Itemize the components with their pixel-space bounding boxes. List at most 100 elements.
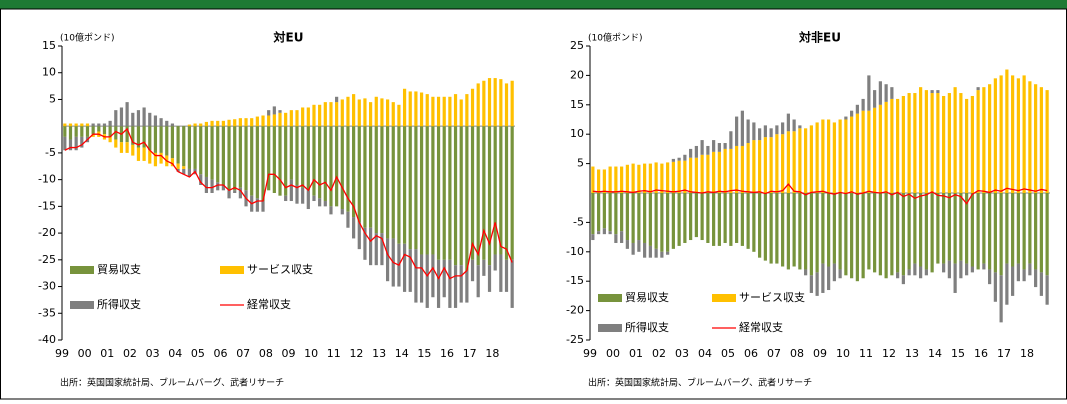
bar bbox=[608, 193, 612, 232]
bar bbox=[402, 243, 407, 292]
bar bbox=[712, 140, 716, 152]
bar bbox=[289, 179, 293, 202]
bar bbox=[677, 157, 681, 161]
bar bbox=[798, 128, 802, 193]
bar bbox=[329, 102, 333, 127]
bar bbox=[942, 193, 946, 264]
bar bbox=[267, 115, 271, 127]
bar bbox=[97, 126, 101, 132]
bar bbox=[244, 118, 248, 127]
bar bbox=[809, 193, 813, 276]
bar bbox=[827, 193, 831, 267]
bar bbox=[499, 126, 503, 255]
x-tick-label: 15 bbox=[417, 347, 431, 360]
bar bbox=[976, 193, 980, 270]
bar bbox=[476, 265, 480, 298]
bar bbox=[970, 266, 974, 273]
bar bbox=[487, 265, 492, 292]
bar bbox=[832, 263, 836, 282]
bar bbox=[988, 269, 992, 285]
bar bbox=[182, 168, 186, 175]
x-tick-label: 14 bbox=[928, 347, 942, 360]
bar bbox=[809, 125, 813, 193]
bar bbox=[873, 193, 877, 273]
bar bbox=[924, 193, 928, 270]
bar bbox=[261, 126, 265, 202]
x-tick-label: 14 bbox=[395, 347, 409, 360]
bar bbox=[131, 112, 135, 127]
y-tick-label: -15 bbox=[566, 274, 584, 287]
bar bbox=[476, 83, 480, 127]
bar bbox=[431, 126, 435, 255]
x-tick-label: 16 bbox=[974, 347, 988, 360]
bar bbox=[210, 179, 214, 193]
x-tick-label: 09 bbox=[813, 347, 827, 360]
legend-label: 所得収支 bbox=[97, 298, 141, 311]
bar bbox=[1016, 193, 1020, 264]
bar bbox=[631, 163, 635, 193]
bar bbox=[199, 174, 203, 185]
bar bbox=[982, 263, 986, 270]
bar bbox=[278, 112, 282, 127]
legend-label: 経常収支 bbox=[247, 298, 291, 311]
bar bbox=[91, 126, 95, 135]
bar bbox=[602, 169, 606, 193]
bar bbox=[838, 269, 842, 279]
bar bbox=[631, 242, 635, 255]
x-tick-label: 00 bbox=[78, 347, 92, 360]
bar bbox=[216, 120, 220, 127]
bar bbox=[187, 126, 192, 169]
bar bbox=[896, 193, 900, 273]
bar bbox=[250, 126, 254, 196]
bar bbox=[238, 126, 242, 188]
bar bbox=[380, 98, 384, 127]
x-tick-label: 11 bbox=[327, 347, 341, 360]
bar bbox=[1039, 87, 1043, 193]
bar bbox=[335, 96, 339, 103]
bar bbox=[798, 193, 802, 270]
bar bbox=[204, 176, 208, 193]
x-tick-label: 10 bbox=[836, 347, 850, 360]
bar bbox=[694, 145, 698, 158]
bar bbox=[323, 126, 327, 202]
bar bbox=[959, 260, 963, 279]
bar bbox=[289, 126, 293, 180]
bar bbox=[821, 263, 825, 293]
bar bbox=[380, 233, 384, 266]
bar bbox=[625, 240, 629, 249]
bar bbox=[102, 123, 107, 127]
bar bbox=[919, 87, 923, 193]
bar bbox=[637, 193, 641, 241]
bar bbox=[735, 116, 739, 146]
bar bbox=[901, 275, 905, 285]
bar bbox=[397, 126, 401, 244]
bar bbox=[643, 163, 647, 193]
bar bbox=[233, 190, 237, 193]
bar bbox=[970, 193, 974, 267]
x-tick-label: 01 bbox=[100, 347, 114, 360]
bar bbox=[901, 193, 905, 276]
bar bbox=[827, 266, 831, 291]
bar bbox=[965, 98, 969, 193]
bar bbox=[402, 126, 407, 244]
bar bbox=[666, 162, 670, 193]
legend-label: 貿易収支 bbox=[625, 291, 669, 304]
bar bbox=[493, 78, 497, 127]
bar bbox=[465, 270, 469, 303]
bar bbox=[602, 193, 606, 229]
bar bbox=[119, 142, 124, 153]
bar bbox=[453, 126, 458, 266]
x-tick-label: 16 bbox=[440, 347, 454, 360]
bar bbox=[142, 126, 146, 148]
bar bbox=[988, 193, 992, 270]
y-tick-label: 15 bbox=[42, 39, 56, 52]
bar bbox=[890, 87, 894, 99]
bar bbox=[295, 110, 299, 127]
bar bbox=[125, 102, 129, 127]
x-tick-label: 02 bbox=[123, 347, 137, 360]
y-tick-label: -40 bbox=[38, 333, 56, 346]
bar bbox=[792, 119, 796, 132]
bar bbox=[608, 166, 612, 193]
bar bbox=[729, 193, 733, 246]
bar bbox=[694, 193, 698, 238]
